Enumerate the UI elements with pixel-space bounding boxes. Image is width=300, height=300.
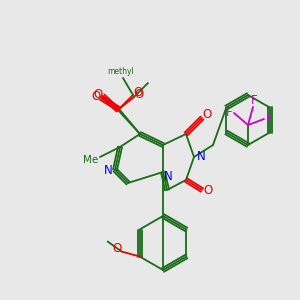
Text: O: O <box>134 85 142 98</box>
Text: N: N <box>196 151 206 164</box>
Text: O: O <box>202 109 211 122</box>
Text: F: F <box>267 112 273 124</box>
Text: methyl: methyl <box>108 67 134 76</box>
Text: O: O <box>203 184 213 197</box>
Text: O: O <box>112 242 121 255</box>
Text: N: N <box>164 170 172 184</box>
Text: F: F <box>226 106 232 118</box>
Text: O: O <box>134 88 144 100</box>
Text: N: N <box>103 164 112 176</box>
Text: O: O <box>93 88 103 100</box>
Text: F: F <box>251 94 257 106</box>
Text: Me: Me <box>83 155 99 165</box>
Text: O: O <box>92 89 100 103</box>
